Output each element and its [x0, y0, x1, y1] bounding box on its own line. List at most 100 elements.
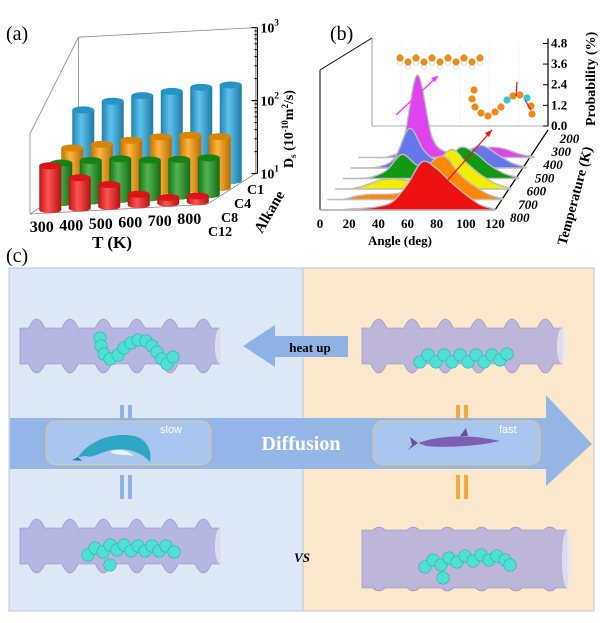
- panel-b-depth-tick-label: 200: [559, 131, 580, 146]
- carbon-atom: [404, 58, 412, 66]
- panel-b-ztick-label: 4.8: [551, 35, 568, 50]
- equal-mark-top-left: [120, 405, 124, 427]
- dihedral-arrow: [515, 81, 518, 97]
- carbon-atom: [471, 103, 479, 111]
- bar-top: [197, 154, 220, 162]
- chain-bent-top-left: [93, 331, 180, 371]
- equal-mark-top-right: [456, 405, 460, 427]
- panel-b-label: (b): [330, 23, 353, 45]
- bar-body: [168, 159, 191, 200]
- carbon-atom: [523, 94, 531, 102]
- carbon-atom: [503, 96, 511, 104]
- bar-C12-300: [39, 162, 62, 214]
- fast-dolphin-icon: [408, 428, 500, 450]
- panel-b-depth-tick-label: 600: [527, 184, 547, 199]
- arrow-bent-chain: [446, 129, 493, 182]
- carbon-atom: [428, 54, 436, 62]
- carbon-atom: [412, 54, 420, 62]
- carbon-atom: [420, 58, 428, 66]
- panel-a-xtick-label: 800: [177, 211, 201, 228]
- bar-C12-800: [186, 192, 209, 206]
- panel-a-depth-label-C12: C12: [208, 225, 232, 240]
- arrow-head: [431, 76, 438, 82]
- tube-opening: [215, 528, 225, 564]
- bar-top: [186, 192, 209, 200]
- panel-a-ytick-label: 102: [260, 91, 279, 110]
- bar-top: [168, 155, 191, 163]
- carbon-atom: [516, 91, 524, 99]
- floor-right-edge: [494, 129, 549, 211]
- chain-bottom-left: [81, 538, 181, 572]
- bar-top: [98, 181, 121, 189]
- panel-a-xtick-label: 600: [118, 214, 142, 231]
- panel-b-ztick-label: 1.2: [551, 97, 567, 112]
- bead: [167, 545, 181, 559]
- bar-top: [109, 155, 132, 163]
- panel-a-bars: [39, 81, 242, 214]
- bar-body: [68, 177, 91, 212]
- tube-opening: [557, 328, 567, 364]
- bar-top: [61, 144, 84, 152]
- panel-b-ztick-label: 3.6: [551, 56, 568, 71]
- ytick-base: 10: [260, 95, 274, 110]
- panel-a-depth-label-C1: C1: [247, 183, 264, 198]
- bar-top: [68, 174, 91, 182]
- bead: [500, 347, 514, 361]
- bar-C12-700: [157, 194, 180, 207]
- ridge-300K: [358, 74, 535, 159]
- left-top-edge: [29, 37, 79, 134]
- bar-top: [72, 106, 95, 114]
- bar-body: [39, 165, 62, 214]
- bar-top: [120, 136, 143, 144]
- bar-C8-600: [138, 156, 161, 202]
- panel-b-zlabel: Probability (%): [584, 31, 599, 126]
- panel-a-xtick-label: 700: [148, 213, 172, 230]
- slow-label: slow: [160, 424, 182, 436]
- equal-mark-bottom-right-bar: [464, 475, 468, 499]
- panel-b-xtick-label: 40: [372, 216, 385, 231]
- ridge-800K: [319, 160, 496, 211]
- carbon-atom: [436, 58, 444, 66]
- bar-top: [157, 194, 180, 202]
- carbon-atom: [468, 58, 476, 66]
- panel-b-ridges: [319, 74, 535, 211]
- bar-top: [160, 87, 183, 95]
- panel-b-xtick-label: 100: [456, 216, 476, 231]
- panel-a-xtick-label: 300: [30, 219, 54, 236]
- carbon-atom: [452, 58, 460, 66]
- panel-a-depth-label-C4: C4: [234, 197, 251, 212]
- panel-a-xtick-label: 400: [59, 218, 83, 235]
- nanotubes: [19, 318, 572, 592]
- vs-label: VS: [294, 550, 310, 565]
- carbon-atom: [444, 54, 452, 62]
- arrow-head: [485, 130, 492, 137]
- bar-top: [190, 83, 213, 91]
- bead: [503, 558, 517, 572]
- ytick-base: 10: [260, 168, 274, 183]
- carbon-atom: [468, 95, 476, 103]
- top-left-edge: [319, 37, 373, 71]
- bead: [166, 350, 180, 364]
- equal-mark-top-right-bar: [464, 405, 468, 427]
- ytick-exp: 3: [274, 18, 279, 28]
- equal-mark-bottom-right: [456, 475, 460, 499]
- chain-straight-top-right: [413, 347, 514, 369]
- bar-top: [219, 81, 242, 89]
- back-top-edge: [78, 27, 256, 38]
- slow-dolphin-icon: [72, 434, 151, 462]
- molecule-insets: [395, 54, 536, 182]
- bar-body: [98, 184, 121, 211]
- bar-top: [39, 162, 62, 170]
- panel-a-ylabel: Ds (10-10m2/s): [280, 90, 298, 168]
- carbon-atom: [484, 112, 492, 120]
- bar-top: [79, 156, 102, 164]
- panel-a-ytick-label: 103: [260, 18, 279, 37]
- bar-top: [101, 97, 124, 105]
- carbon-atom: [528, 110, 536, 118]
- panel-b-xlabel: Angle (deg): [368, 233, 432, 248]
- heat-up-label: heat up: [289, 340, 331, 355]
- heat-up-arrow: [243, 325, 348, 367]
- floor-right-edge: [206, 173, 256, 205]
- carbon-atom: [497, 103, 505, 111]
